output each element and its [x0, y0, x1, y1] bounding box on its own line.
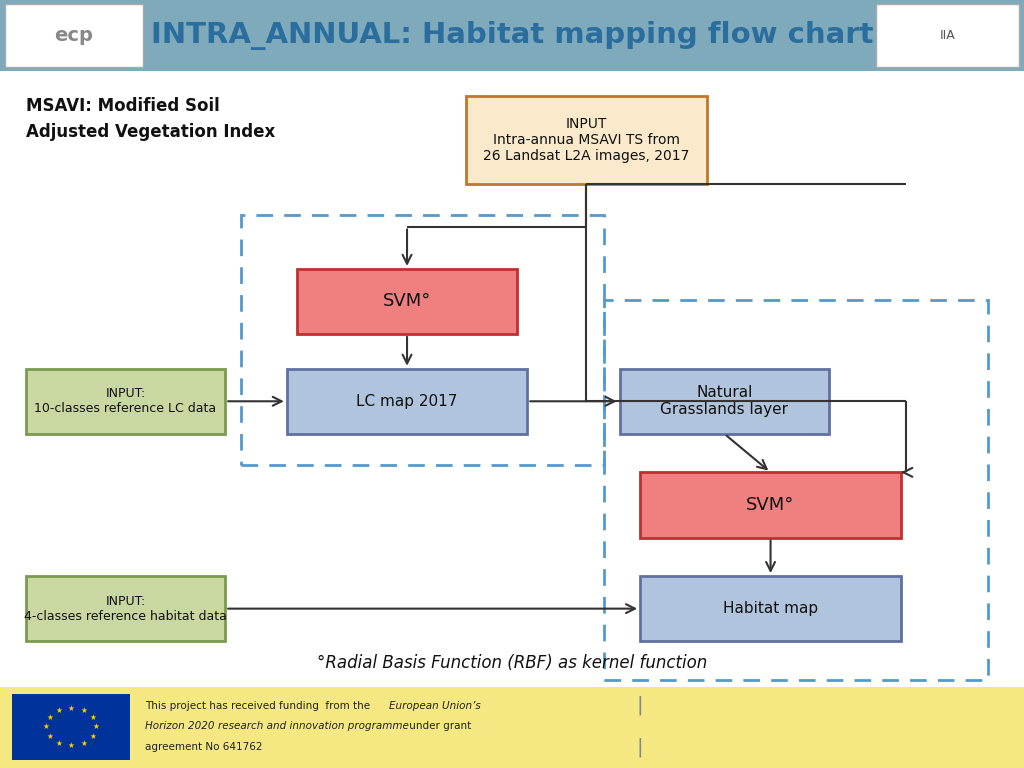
FancyBboxPatch shape: [26, 369, 225, 434]
Text: IIA: IIA: [939, 29, 955, 41]
Text: ★: ★: [43, 723, 49, 731]
FancyBboxPatch shape: [620, 369, 829, 434]
Text: |: |: [637, 737, 643, 756]
Text: ★: ★: [55, 739, 62, 747]
Text: Habitat map: Habitat map: [723, 601, 818, 616]
Text: MSAVI: Modified Soil
Adjusted Vegetation Index: MSAVI: Modified Soil Adjusted Vegetation…: [26, 97, 274, 141]
Bar: [876, 4, 1019, 67]
Text: INTRA_ANNUAL: Habitat mapping flow chart: INTRA_ANNUAL: Habitat mapping flow chart: [151, 21, 873, 50]
Text: ★: ★: [55, 707, 62, 715]
Text: |: |: [637, 696, 643, 715]
Text: ★: ★: [46, 732, 53, 741]
Text: This project has received funding  from the: This project has received funding from t…: [145, 700, 374, 710]
Text: °Radial Basis Function (RBF) as kernel function: °Radial Basis Function (RBF) as kernel f…: [316, 654, 708, 672]
Text: SVM°: SVM°: [383, 293, 431, 310]
Text: ★: ★: [89, 713, 96, 722]
FancyBboxPatch shape: [640, 576, 901, 641]
Text: ★: ★: [80, 739, 87, 747]
FancyBboxPatch shape: [640, 472, 901, 538]
Text: Natural
Grasslands layer: Natural Grasslands layer: [660, 385, 788, 418]
Text: INPUT:
10-classes reference LC data: INPUT: 10-classes reference LC data: [35, 387, 216, 415]
Text: ★: ★: [89, 732, 96, 741]
Text: SVM°: SVM°: [746, 496, 795, 514]
Text: ★: ★: [93, 723, 99, 731]
Text: under grant: under grant: [406, 720, 471, 730]
Bar: [0, 687, 1024, 768]
FancyBboxPatch shape: [466, 96, 707, 184]
Text: ★: ★: [68, 703, 75, 713]
Text: ecp: ecp: [54, 26, 93, 45]
FancyBboxPatch shape: [297, 269, 517, 334]
Text: agreement No 641762: agreement No 641762: [145, 742, 263, 752]
Text: European Union’s: European Union’s: [389, 700, 481, 710]
Text: ★: ★: [80, 707, 87, 715]
Text: Horizon 2020: Horizon 2020: [145, 720, 218, 730]
Text: ★: ★: [68, 741, 75, 750]
Text: INPUT:
4-classes reference habitat data: INPUT: 4-classes reference habitat data: [24, 594, 227, 623]
Text: LC map 2017: LC map 2017: [356, 394, 458, 409]
Text: research and innovation programme: research and innovation programme: [218, 720, 409, 730]
Bar: [0, 0, 1024, 71]
Text: ★: ★: [46, 713, 53, 722]
FancyBboxPatch shape: [287, 369, 527, 434]
Text: INPUT
Intra-annua MSAVI TS from
26 Landsat L2A images, 2017: INPUT Intra-annua MSAVI TS from 26 Lands…: [483, 117, 689, 164]
Bar: [5, 4, 143, 67]
Bar: [12, 694, 130, 760]
FancyBboxPatch shape: [26, 576, 225, 641]
